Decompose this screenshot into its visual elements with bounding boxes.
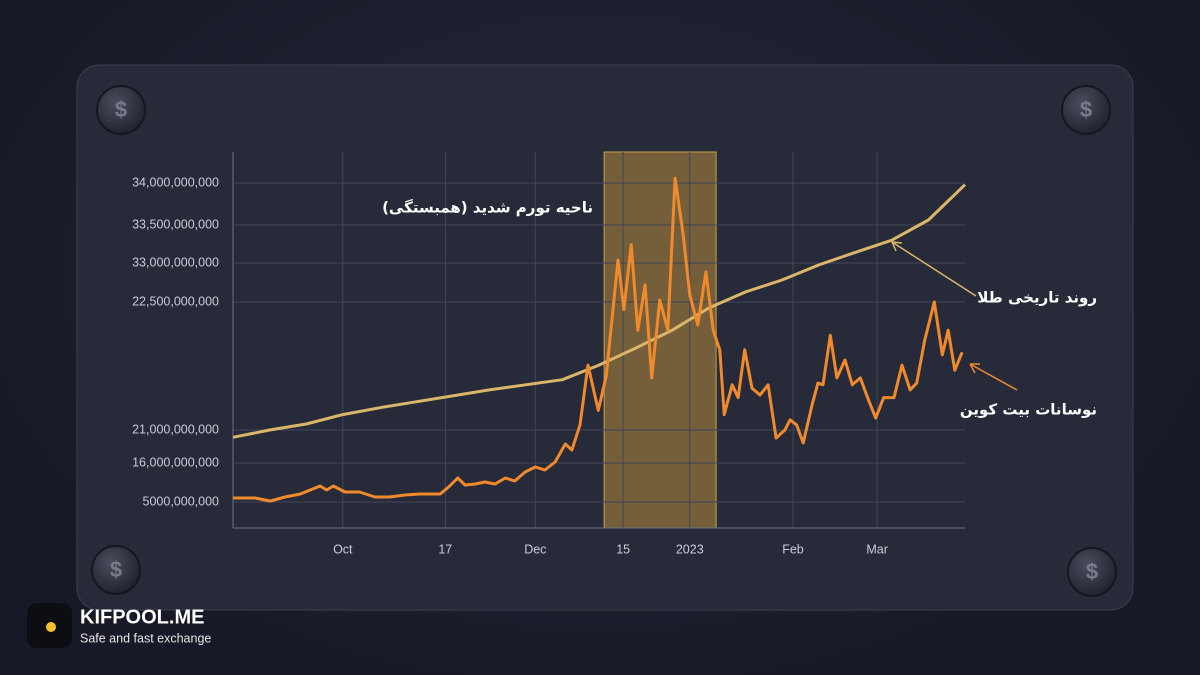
y-tick-label: 21,000,000,000 <box>132 422 219 436</box>
x-tick-label: Oct <box>333 542 353 556</box>
svg-text:$: $ <box>110 557 122 582</box>
y-tick-label: 5000,000,000 <box>143 494 220 508</box>
svg-text:$: $ <box>1080 97 1092 122</box>
x-tick-label: Mar <box>866 542 888 556</box>
series-line <box>233 176 964 503</box>
y-tick-label: 33,500,000,000 <box>132 217 219 231</box>
coin-marks: $ $ $ $ <box>110 97 1098 584</box>
highlight-band <box>603 151 717 529</box>
x-tick-label: Dec <box>524 542 546 556</box>
series-label: نوسانات بیت کوین <box>960 401 1097 419</box>
y-tick-label: 22,500,000,000 <box>132 294 219 308</box>
series-label: روند تاریخی طلا <box>977 289 1097 307</box>
x-tick-label: Feb <box>782 542 804 556</box>
brand-name: KIFPOOL.ME <box>80 606 204 628</box>
brand-dot <box>46 622 56 632</box>
annotation: ناحیه تورم شدید (همبستگی) <box>382 199 593 217</box>
svg-text:$: $ <box>1086 559 1098 584</box>
y-tick-label: 16,000,000,000 <box>132 455 219 469</box>
x-tick-label: 2023 <box>676 542 704 556</box>
x-tick-label: 17 <box>438 542 452 556</box>
x-tick-label: 15 <box>616 542 630 556</box>
svg-text:$: $ <box>115 97 127 122</box>
plot-area: 5000,000,000 16,000,000,000 21,000,000,000… <box>132 151 967 556</box>
arrows <box>891 241 1018 391</box>
y-tick-label: 34,000,000,000 <box>132 175 219 189</box>
series-line <box>232 183 967 439</box>
coins <box>91 85 1117 597</box>
y-tick-label: 33,000,000,000 <box>132 255 219 269</box>
brand-tagline: Safe and fast exchange <box>80 631 211 645</box>
